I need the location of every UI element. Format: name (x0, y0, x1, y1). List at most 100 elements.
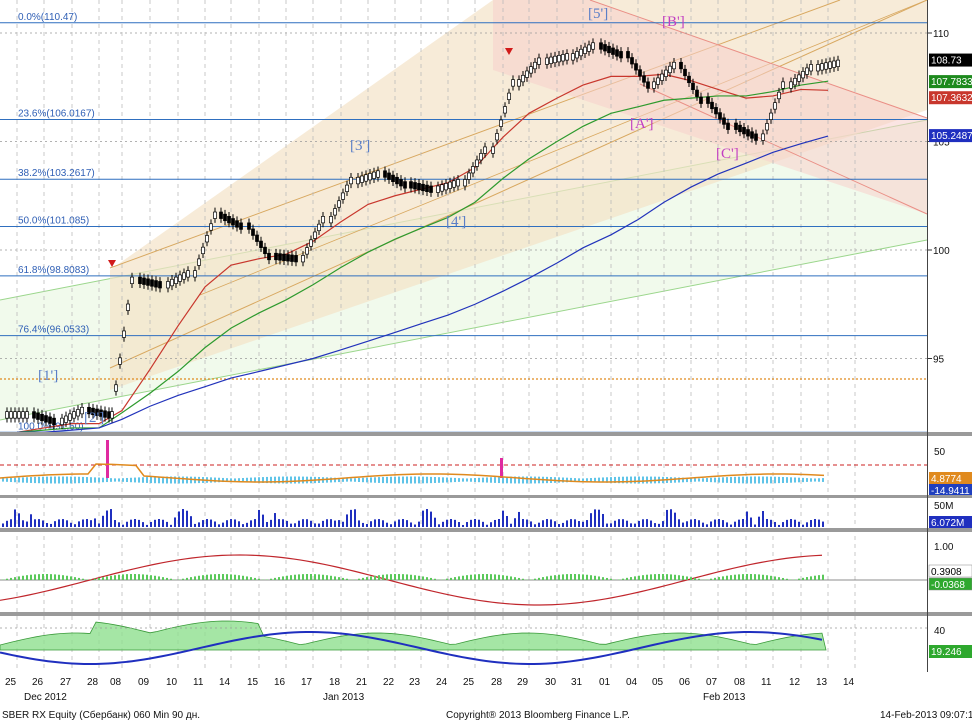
stoch-hist-bar (718, 577, 720, 580)
oscillator-bar (358, 478, 360, 482)
volume-bar (6, 520, 8, 527)
candle-body (599, 42, 603, 50)
day-tick-label: 08 (110, 677, 122, 688)
stoch-hist-bar (630, 577, 632, 580)
oscillator-bar (158, 476, 160, 484)
candle-body (781, 81, 785, 89)
stoch-hist-bar (370, 576, 372, 580)
stoch-hist-bar (386, 574, 388, 580)
volume-bar (46, 523, 48, 527)
stoch-hist-bar (674, 574, 676, 580)
volume-bar (430, 511, 432, 527)
day-tick-label: 12 (789, 677, 801, 688)
stoch-hist-bar (70, 576, 72, 580)
stoch-hist-bar (418, 575, 420, 580)
volume-bar (186, 510, 188, 527)
oscillator-bar (454, 477, 456, 483)
oscillator-bar (778, 476, 780, 484)
candle-body (317, 223, 321, 232)
volume-bar (194, 523, 196, 527)
oscillator-bar (30, 477, 32, 483)
oscillator-bar (790, 477, 792, 483)
wave-labels: [1'] [2'] [3'] [4'] [5'] [A'] [B'] [C'] (38, 6, 739, 426)
volume-bar (510, 523, 512, 527)
candle-body (793, 78, 797, 86)
stoch-hist-bar (490, 574, 492, 580)
stoch-hist-bar (130, 574, 132, 580)
stoch-hist-bar (798, 578, 800, 580)
volume-bar (538, 522, 540, 527)
candle-body (521, 74, 525, 83)
oscillator-bar (602, 477, 604, 483)
fib-level-label: 0.0%(110.47) (18, 12, 77, 23)
volume-bar (122, 524, 124, 527)
candle-body (313, 231, 317, 239)
stoch-hist-bar (206, 574, 208, 580)
oscillator-bar (786, 477, 788, 483)
volume-bar (370, 521, 372, 527)
stoch-hist-bar (238, 575, 240, 580)
downtrend-channel-edge (589, 0, 928, 119)
oscillator-bar (370, 477, 372, 483)
volume-bar (146, 524, 148, 527)
moving-average-line (16, 73, 829, 433)
stoch-hist-bar (258, 578, 260, 580)
stoch-hist-bar (558, 574, 560, 580)
day-tick-label: 24 (436, 677, 448, 688)
stoch-hist-bar (766, 575, 768, 580)
volume-bar (674, 512, 676, 527)
candle-body (630, 57, 634, 65)
stoch-hist-bar (762, 574, 764, 580)
stoch-hist-bar (454, 577, 456, 580)
price-tick-label: 105 (933, 138, 950, 149)
candle-body (797, 74, 801, 82)
oscillator-bar (814, 478, 816, 482)
volume-bar (2, 523, 4, 527)
stoch-hist-bar (190, 577, 192, 580)
day-tick-label: 28 (491, 677, 503, 688)
volume-bar (406, 520, 408, 527)
candle-body (824, 62, 828, 70)
day-tick-label: 09 (138, 677, 150, 688)
volume-bar (462, 524, 464, 527)
volume-badge (929, 516, 972, 528)
oscillator-bar (294, 476, 296, 484)
volume-bar (118, 522, 120, 527)
oscillator-bar (710, 477, 712, 483)
stoch-hist-bar (214, 574, 216, 580)
oscillator-bar (502, 476, 504, 484)
oscillator-bar (6, 478, 8, 482)
candle-body (553, 55, 557, 64)
stoch-line (0, 554, 823, 606)
candle-body (448, 181, 452, 189)
stoch-hist-bar (358, 578, 360, 580)
candle-body (213, 211, 217, 219)
volume-bar (266, 521, 268, 527)
stoch-hist-bar (162, 577, 164, 580)
candle-body (801, 71, 805, 79)
candle-body (587, 44, 591, 52)
oscillator-bar (598, 477, 600, 483)
candle-body (110, 411, 114, 419)
oscillator-bar (214, 477, 216, 483)
volume-bar (170, 524, 172, 527)
candle-body (642, 75, 646, 83)
candle-body (836, 59, 840, 67)
candle-body (274, 252, 278, 261)
volume-bar (54, 521, 56, 527)
oscillator-bar (218, 477, 220, 483)
candle-body (387, 172, 391, 180)
candle-body (227, 216, 231, 224)
oscillator-bar (526, 476, 528, 484)
oscillator-bar (438, 477, 440, 483)
candle-body (5, 411, 9, 419)
panel-separator (0, 495, 972, 498)
oscillator-bar (346, 478, 348, 482)
oscillator-bar (766, 476, 768, 484)
volume-bar (710, 521, 712, 527)
oscillator-bar (566, 477, 568, 483)
stoch-hist-bar (182, 578, 184, 580)
stoch-hist-bar (46, 574, 48, 580)
candle-body (364, 174, 368, 182)
wave-label: [1'] (38, 368, 58, 384)
